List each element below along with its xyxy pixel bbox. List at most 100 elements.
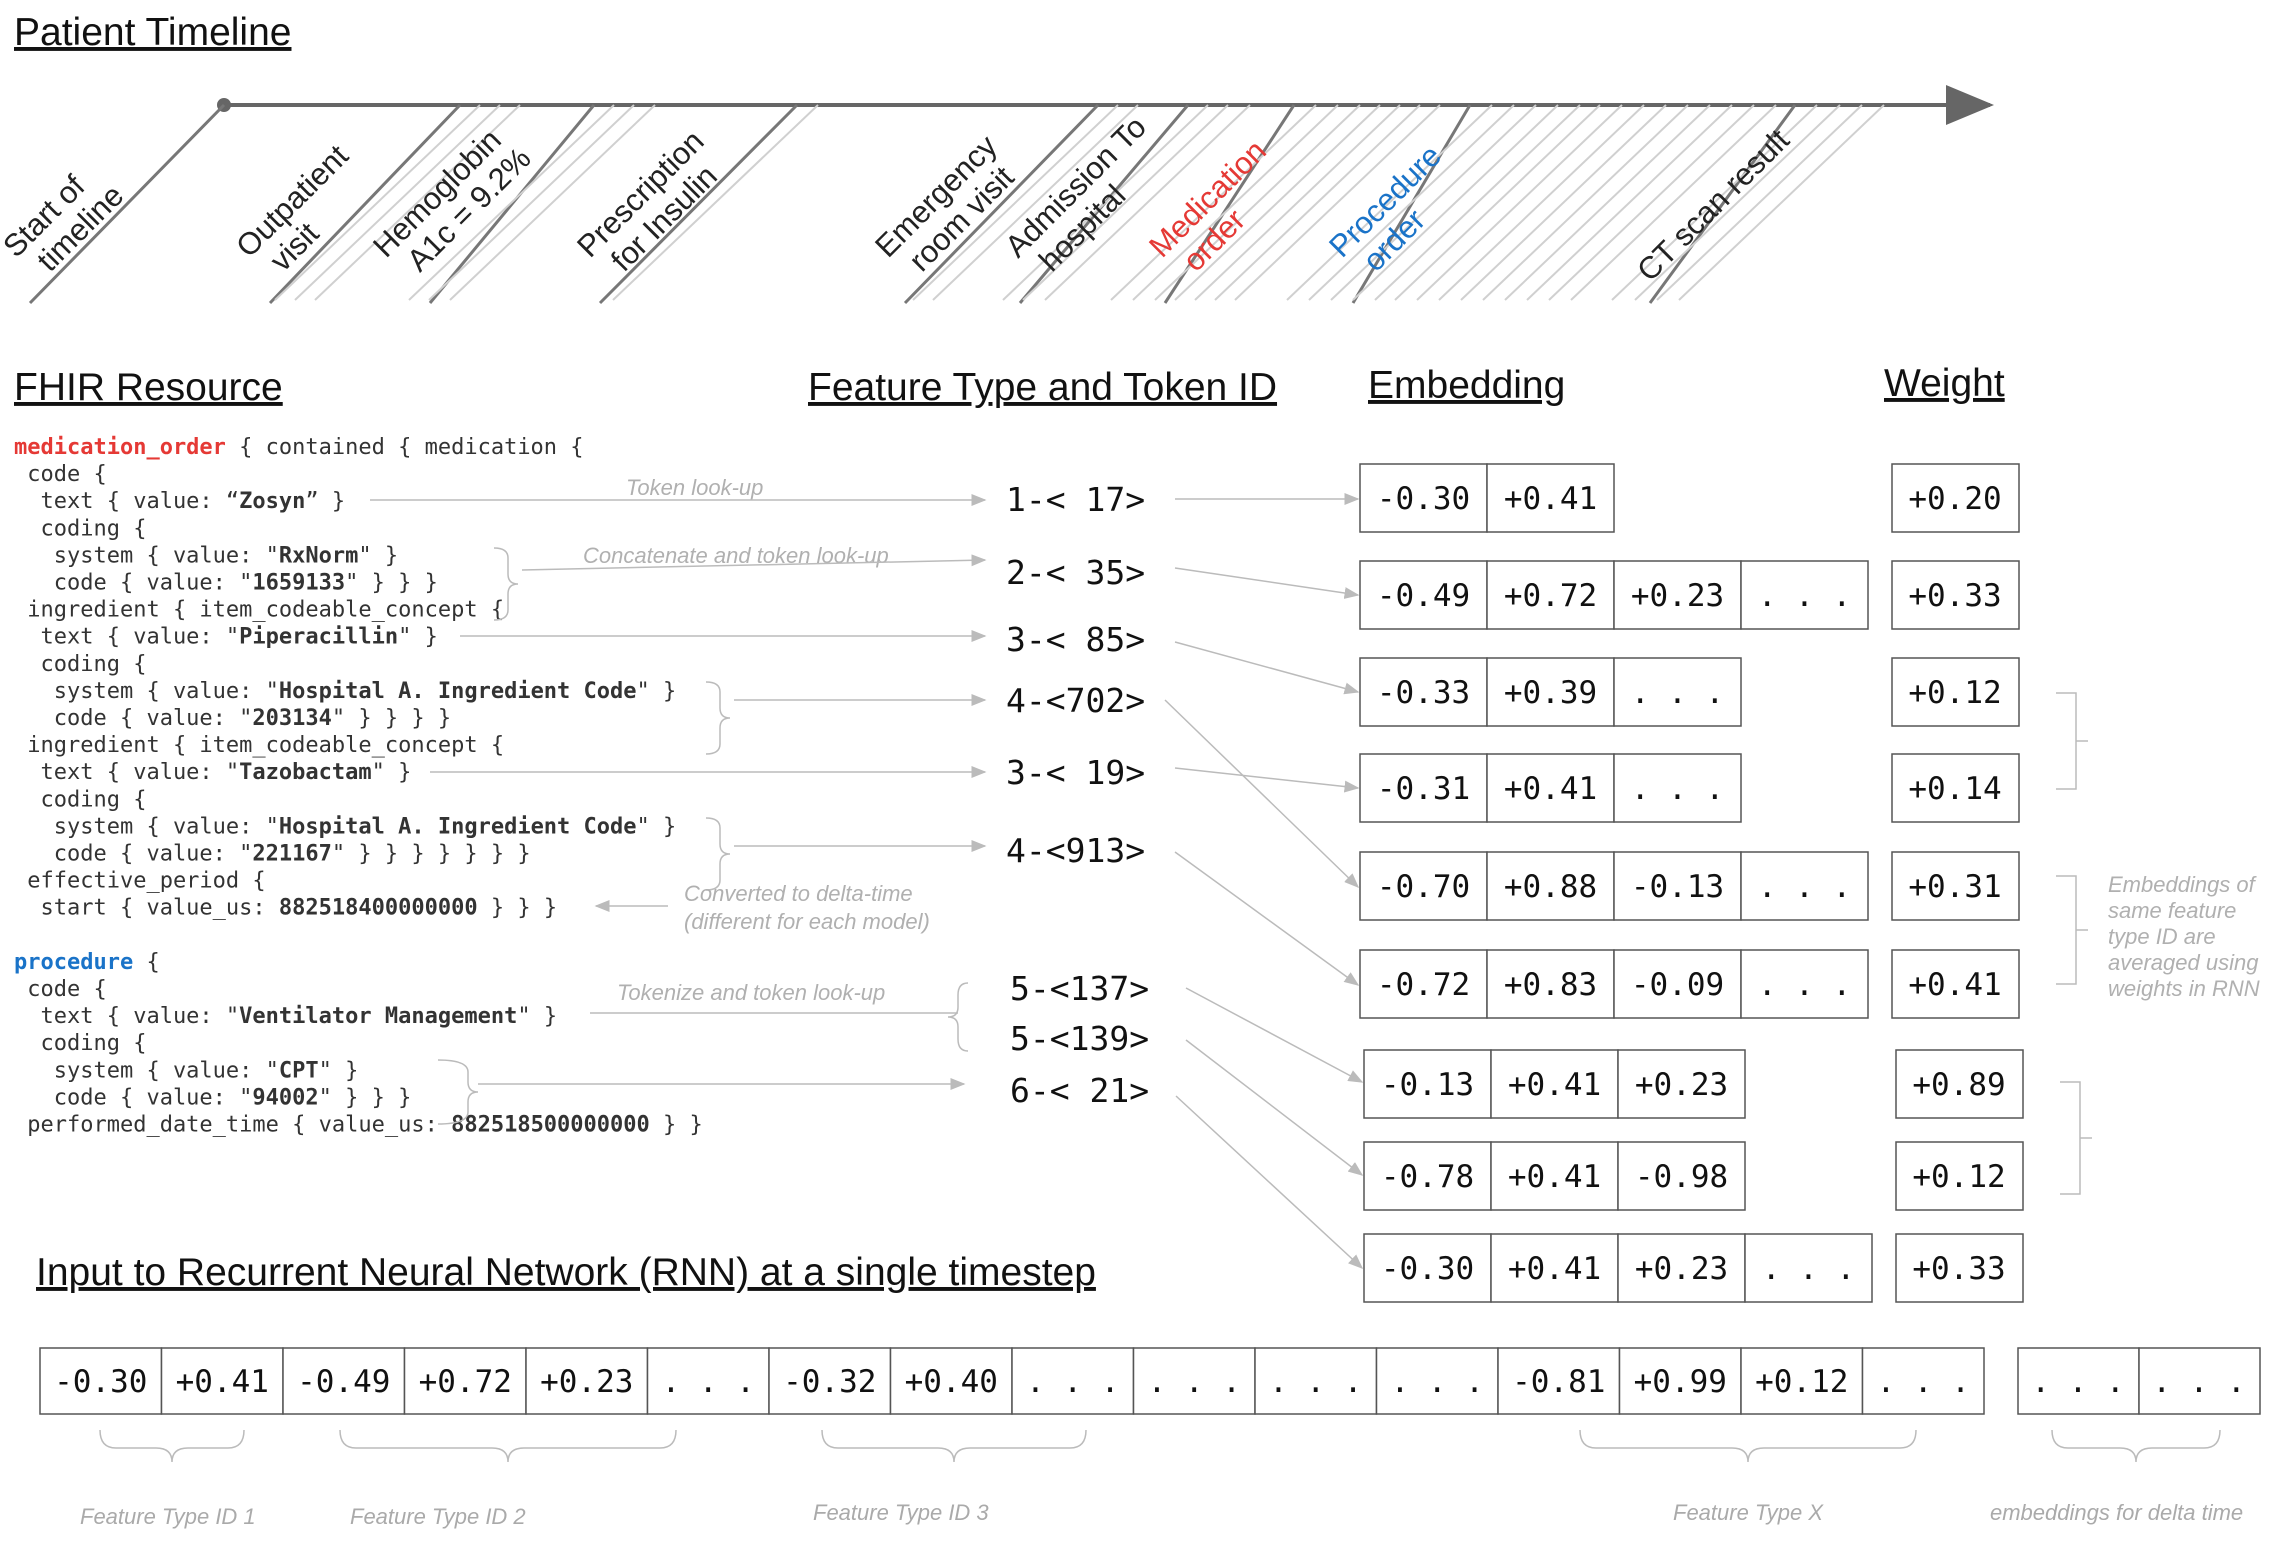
code-segment: Hospital A. Ingredient Code <box>279 679 637 704</box>
rnn-value: +0.41 <box>176 1364 269 1400</box>
embedding-cell <box>1490 1141 1619 1211</box>
rnn-value: +0.99 <box>1634 1364 1727 1400</box>
embedding-value: +0.72 <box>1504 578 1597 614</box>
code-line: code { value: "1659133" } } } <box>14 571 438 596</box>
timeline-hatch-line <box>912 104 1119 301</box>
concat-lookup-note: Concatenate and token look-up <box>583 543 889 568</box>
code-segment: code { <box>14 977 107 1002</box>
code-segment: Ventilator Management <box>239 1004 517 1029</box>
code-line: text { value: "Tazobactam" } <box>14 760 411 785</box>
timeline-hatch-line <box>1234 104 1441 301</box>
embedding-value: +0.41 <box>1504 771 1597 807</box>
token-id: 4-<913> <box>1006 831 1145 870</box>
embedding-cell <box>1613 560 1742 630</box>
weight-value: +0.20 <box>1908 481 2001 517</box>
rnn-cell <box>1497 1347 1621 1415</box>
code-line: coding { <box>14 516 146 541</box>
embedding-value: . . . <box>1762 1251 1855 1287</box>
embedding-cell <box>1490 1049 1619 1119</box>
embedding-cell <box>1486 949 1615 1019</box>
timeline-event-line <box>1351 104 1472 304</box>
weight-bracket-3 <box>2060 1081 2092 1195</box>
fhir-heading: FHIR Resource <box>14 366 283 409</box>
embedding-value: -0.70 <box>1377 869 1470 905</box>
brace-feature-3 <box>821 1429 1087 1463</box>
code-line: procedure { <box>14 950 160 975</box>
arrow-token-9 <box>1175 1095 1364 1270</box>
delta-time-cell <box>2138 1347 2261 1415</box>
timeline-hatch-line <box>1308 104 1515 301</box>
embedding-cell <box>1740 560 1869 630</box>
token-id: 5-<139> <box>1010 1019 1149 1058</box>
rnn-cell <box>646 1347 770 1415</box>
code-to-token-arrows <box>370 494 987 1090</box>
code-segment: RxNorm <box>279 543 358 568</box>
rnn-delta-time-vector: . . . . . . <box>2017 1347 2261 1415</box>
timeline-hatch-line <box>428 104 635 301</box>
code-segment: performed_date_time { value_us: <box>14 1113 451 1138</box>
embedding-cell <box>1490 1233 1619 1303</box>
rnn-cell <box>1011 1347 1135 1415</box>
bracket-ingredient-1 <box>705 681 731 755</box>
rnn-value: +0.12 <box>1755 1364 1848 1400</box>
embedding-row: -0.78 +0.41 -0.98 <box>1363 1141 1746 1211</box>
timeline-hatch-line <box>1460 104 1667 301</box>
embedding-value: -0.72 <box>1377 967 1470 1003</box>
token-id: 2-< 35> <box>1006 553 1145 592</box>
code-line: system { value: "Hospital A. Ingredient … <box>14 679 676 704</box>
token-lookup-note: Token look-up <box>626 475 763 500</box>
embedding-cell <box>1486 851 1615 921</box>
embedding-cell <box>1740 949 1869 1019</box>
timeline-hatch-line <box>314 104 521 301</box>
timeline-hatch-line <box>1416 104 1623 301</box>
weight-cell <box>1891 949 2020 1019</box>
weight-cell <box>1895 1141 2024 1211</box>
rnn-value: . . . <box>1026 1364 1119 1400</box>
code-segment: " } <box>398 625 438 650</box>
arrow-rxnorm <box>521 554 987 571</box>
brace-delta-time <box>2051 1429 2221 1463</box>
code-segment: system { value: " <box>14 814 279 839</box>
code-segment: coding { <box>14 516 146 541</box>
embedding-value: +0.88 <box>1504 869 1597 905</box>
rnn-value: . . . <box>1877 1364 1970 1400</box>
code-line: text { value: "Ventilator Management" } <box>14 1004 557 1029</box>
code-brackets <box>437 547 969 1125</box>
code-segment: 882518400000000 <box>279 896 478 921</box>
code-line: effective_period { <box>14 869 266 894</box>
code-line: system { value: "Hospital A. Ingredient … <box>14 814 676 839</box>
embedding-row: -0.70 +0.88 -0.13 . . . <box>1359 851 1869 921</box>
rnn-value: . . . <box>1269 1364 1362 1400</box>
weight-cell <box>1891 851 2020 921</box>
weight-value: +0.12 <box>1908 675 2001 711</box>
embedding-table: -0.30 +0.41 -0.49 +0.72 +0.23 . . . -0.33 +0.39… <box>1359 463 1873 1303</box>
embedding-value: -0.09 <box>1631 967 1724 1003</box>
timeline-hatch-line <box>1394 104 1601 301</box>
caption-feature-2: Feature Type ID 2 <box>350 1504 526 1529</box>
fhir-resource-code: medication_order { contained { medicatio… <box>14 435 703 1138</box>
embedding-row: -0.33 +0.39 . . . <box>1359 657 1742 727</box>
timeline-hatch-line <box>1352 104 1559 301</box>
timeline-hatch-line <box>1044 104 1251 301</box>
weight-cell <box>1895 1233 2024 1303</box>
code-line: ingredient { item_codeable_concept { <box>14 598 504 623</box>
code-segment: CPT <box>279 1058 319 1083</box>
code-segment: 203134 <box>252 706 331 731</box>
embedding-value: +0.41 <box>1508 1067 1601 1103</box>
weight-cell <box>1891 657 2020 727</box>
embedding-value: -0.31 <box>1377 771 1470 807</box>
delta-time-note-1: Converted to delta-time <box>684 881 913 906</box>
token-id: 6-< 21> <box>1010 1071 1149 1110</box>
timeline-hatch-line <box>1504 104 1711 301</box>
embedding-row: -0.30 +0.41 +0.23 . . . <box>1363 1233 1873 1303</box>
timeline-hatch-line <box>1110 104 1317 301</box>
weight-value: +0.33 <box>1912 1251 2005 1287</box>
code-segment: system { value: " <box>14 679 279 704</box>
code-line: medication_order { contained { medicatio… <box>14 435 584 460</box>
rnn-cell <box>889 1347 1013 1415</box>
caption-feature-x: Feature Type X <box>1673 1500 1824 1525</box>
weight-value: +0.31 <box>1908 869 2001 905</box>
code-line: code { <box>14 977 107 1002</box>
embedding-row: -0.31 +0.41 . . . <box>1359 753 1742 823</box>
